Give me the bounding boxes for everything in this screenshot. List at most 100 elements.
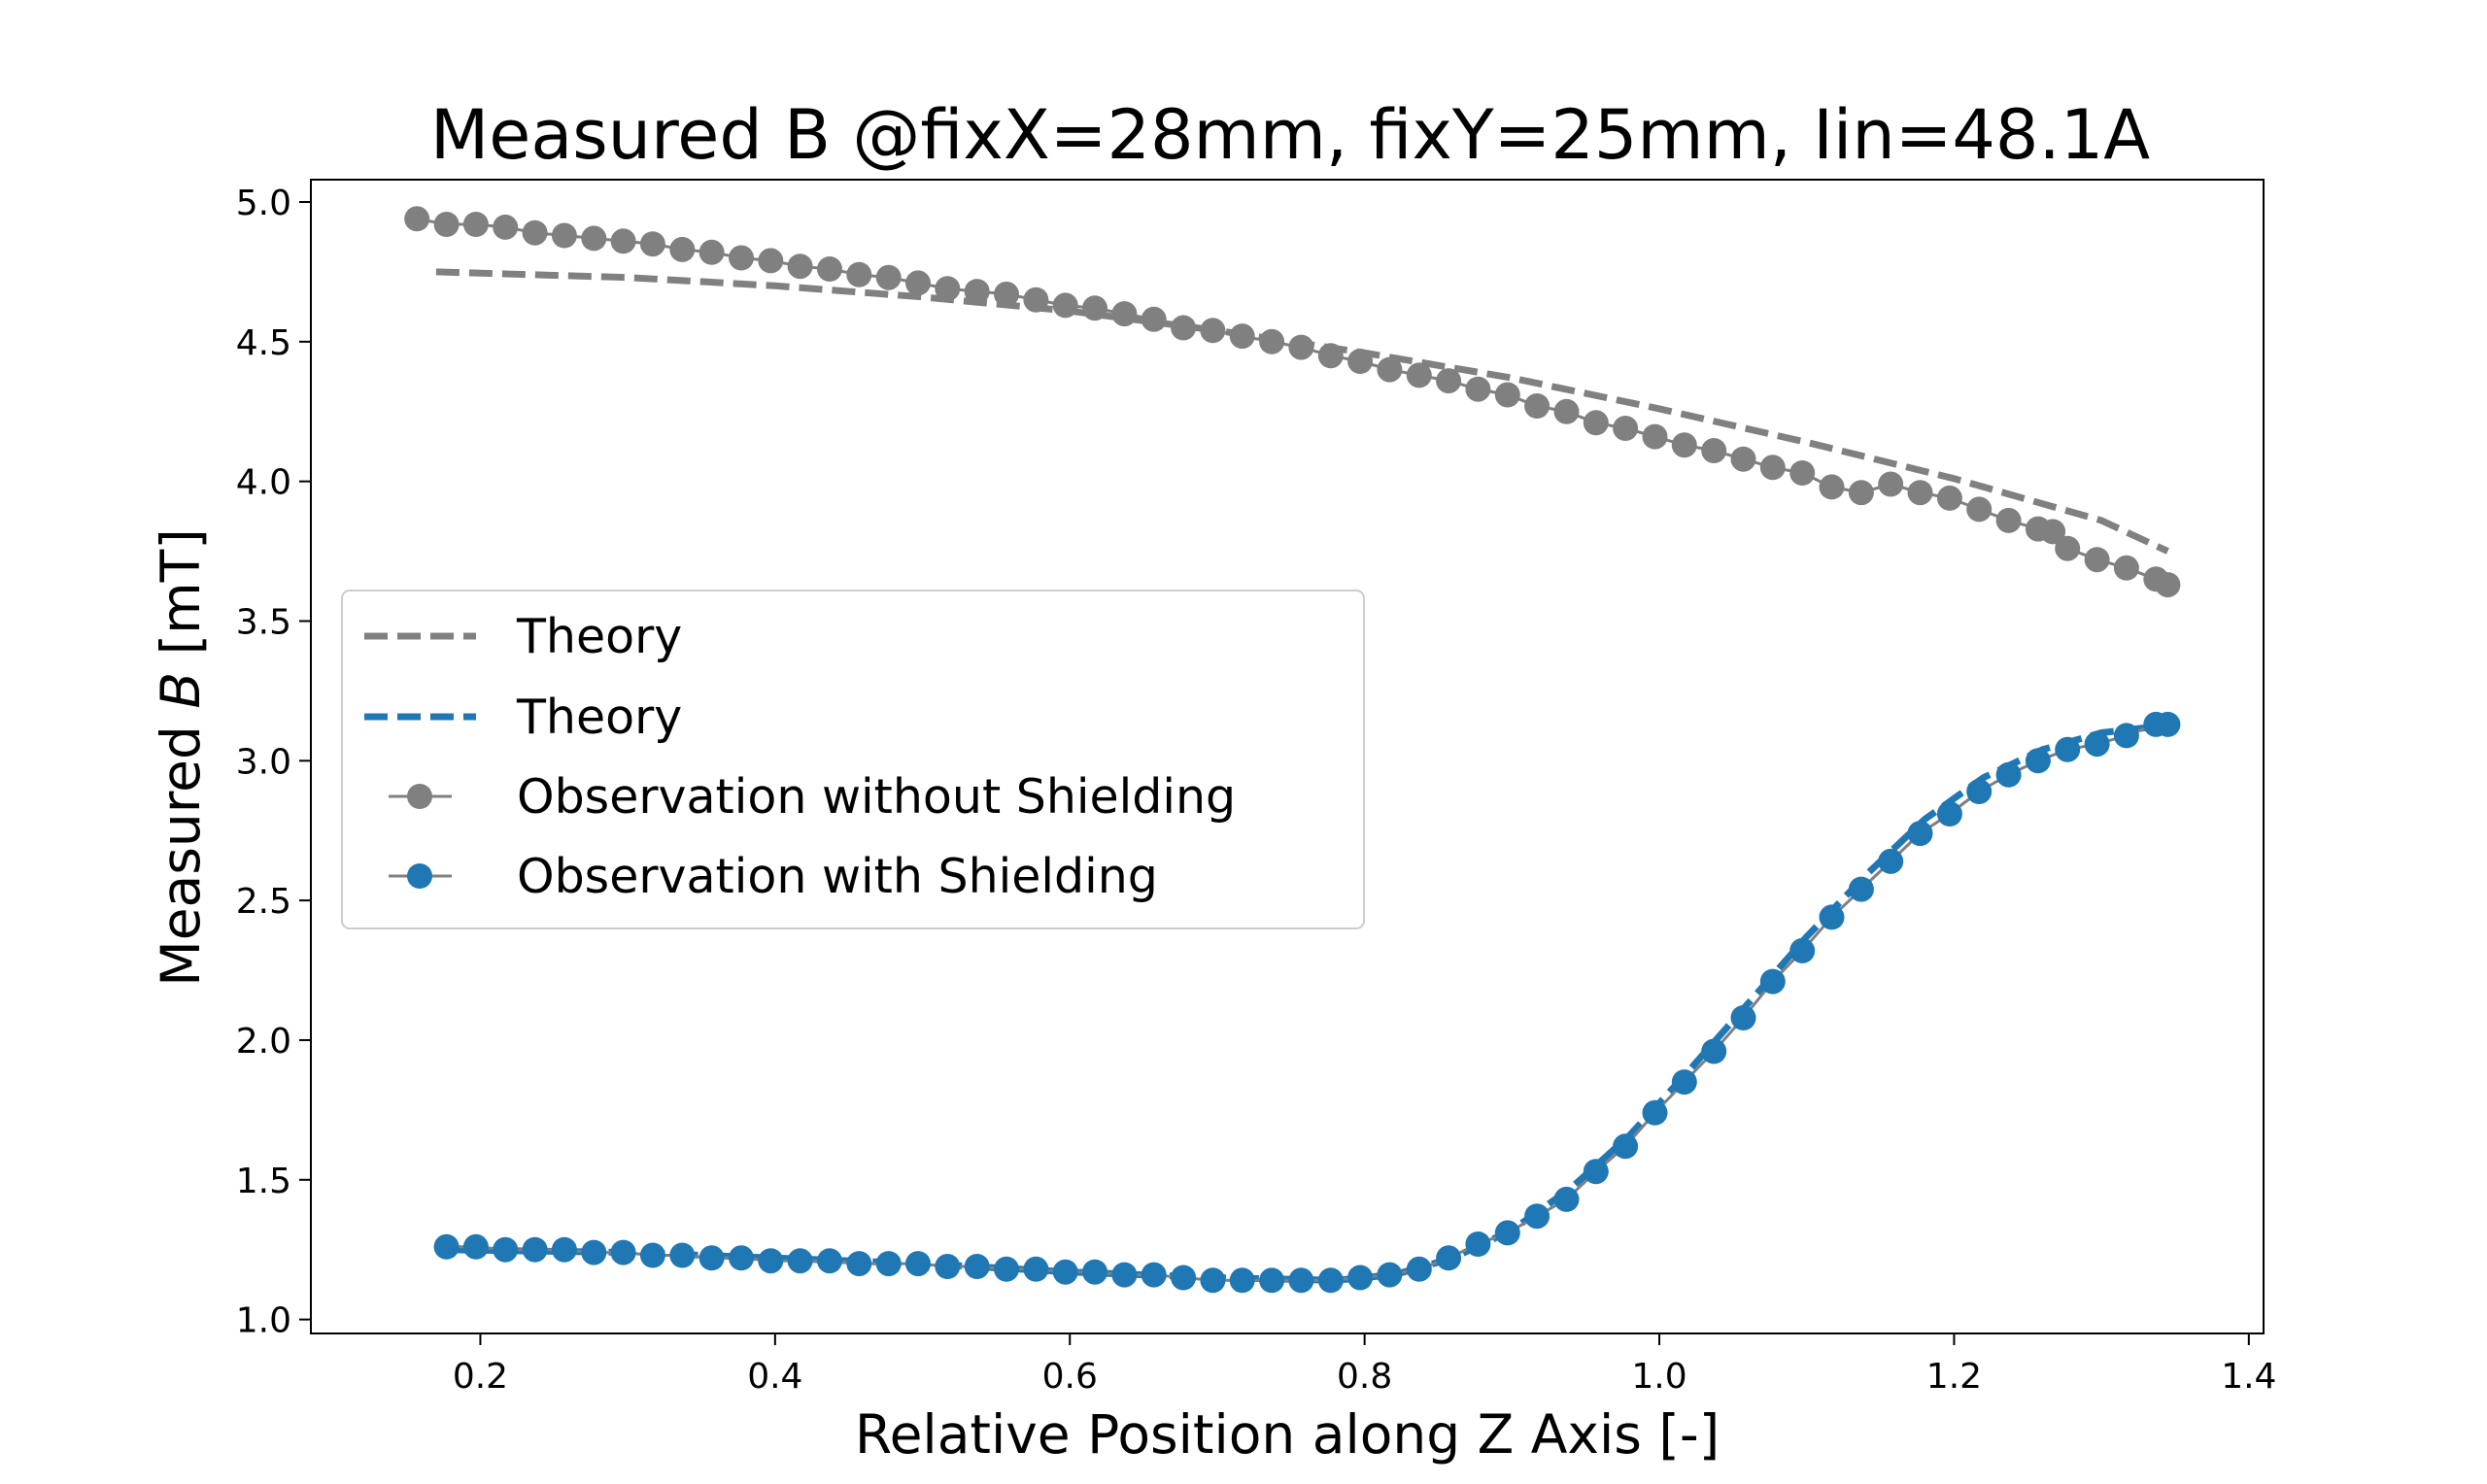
data-point [1436, 1245, 1462, 1271]
data-point [1052, 1259, 1078, 1285]
data-point [1465, 1231, 1491, 1257]
data-point [1052, 292, 1078, 319]
data-point [493, 214, 519, 240]
data-point [964, 1254, 990, 1279]
data-point [404, 206, 430, 232]
y-tick-label: 4.0 [236, 463, 291, 503]
data-point [1524, 393, 1550, 419]
data-point [1023, 1256, 1049, 1282]
data-point [1111, 1262, 1138, 1288]
y-tick-label: 3.0 [236, 742, 291, 782]
x-tick-label: 0.6 [1042, 1357, 1098, 1397]
data-point [1583, 410, 1609, 436]
data-point [1613, 1133, 1639, 1160]
data-point [1317, 343, 1344, 369]
data-point [1613, 416, 1639, 441]
data-point [2113, 555, 2139, 581]
data-point [433, 212, 460, 237]
data-point [1141, 1262, 1167, 1288]
data-point [639, 231, 665, 257]
data-point [1878, 471, 1904, 497]
data-point [669, 236, 696, 262]
data-point [1848, 480, 1874, 506]
data-point [2040, 519, 2066, 545]
data-point [1789, 460, 1816, 486]
legend-label-theory-gray: Theory [516, 609, 682, 664]
y-tick-label: 2.0 [236, 1022, 291, 1062]
data-point [1995, 507, 2022, 533]
data-point [1730, 446, 1756, 472]
data-point [1759, 968, 1786, 995]
data-point [846, 261, 872, 287]
data-point [1288, 1267, 1314, 1294]
legend-handle-obs-without-marker [407, 784, 432, 809]
data-point [1494, 382, 1520, 408]
data-point [581, 225, 607, 252]
data-point [1642, 1099, 1668, 1126]
data-point [639, 1242, 665, 1268]
data-point [1907, 480, 1933, 506]
legend: Theory Theory Observation without Shield… [341, 590, 1365, 929]
data-point [2084, 547, 2110, 573]
data-point [462, 212, 489, 237]
data-point [698, 239, 725, 265]
y-axis-label-prefix: Measured [150, 709, 212, 987]
y-tick-label: 5.0 [236, 184, 291, 223]
x-axis-ticks: 0.2 0.4 0.6 0.8 1.0 1.2 1.4 [453, 1333, 2276, 1397]
plot-frame [310, 179, 2265, 1334]
data-point [1878, 848, 1904, 874]
data-point [610, 228, 636, 254]
data-point [935, 1254, 961, 1279]
data-point [1730, 1005, 1756, 1030]
data-point [1553, 398, 1580, 424]
data-point [1966, 496, 1993, 523]
y-axis-label: Measured B [mT] [150, 528, 212, 986]
legend-box [341, 590, 1365, 929]
data-point [1288, 334, 1314, 360]
data-point [1701, 438, 1727, 463]
series-connector-2 [416, 217, 2169, 587]
data-point [551, 1236, 577, 1263]
data-point [1317, 1267, 1344, 1294]
data-point [1966, 779, 1993, 804]
data-point [522, 1236, 548, 1263]
data-point [1583, 1159, 1609, 1185]
data-point [1436, 368, 1462, 394]
data-point [2113, 723, 2139, 749]
data-point [698, 1245, 725, 1271]
data-point [1907, 821, 1933, 847]
data-point [729, 1245, 754, 1271]
data-point [2055, 535, 2081, 561]
legend-handle-obs-with-marker [407, 863, 432, 889]
data-point [522, 219, 548, 246]
data-point [964, 279, 990, 305]
data-point [1082, 295, 1107, 321]
data-point [1494, 1220, 1520, 1246]
data-point [1553, 1186, 1580, 1212]
y-tick-label: 3.5 [236, 602, 291, 642]
x-tick-label: 0.4 [747, 1357, 802, 1397]
data-point [758, 1248, 784, 1274]
data-point [433, 1233, 460, 1260]
y-tick-label: 4.5 [236, 323, 291, 363]
data-point [1259, 328, 1285, 354]
x-tick-label: 0.2 [453, 1357, 508, 1397]
y-tick-label: 2.5 [236, 882, 291, 922]
data-point [1377, 1262, 1403, 1288]
series-line-0 [435, 268, 2169, 555]
data-point [462, 1233, 489, 1260]
data-point [551, 222, 577, 249]
legend-label-theory-blue: Theory [516, 690, 682, 745]
data-point [2155, 711, 2181, 737]
data-point [1141, 306, 1167, 332]
data-point [1759, 455, 1786, 481]
data-point [2155, 572, 2181, 598]
x-tick-label: 1.2 [1926, 1357, 1982, 1397]
data-point [1259, 1267, 1285, 1294]
data-point [905, 270, 931, 296]
data-point [1347, 1265, 1374, 1291]
legend-label-obs-without: Observation without Shielding [517, 769, 1236, 825]
data-point [1789, 937, 1816, 963]
y-tick-label: 1.0 [236, 1301, 291, 1341]
